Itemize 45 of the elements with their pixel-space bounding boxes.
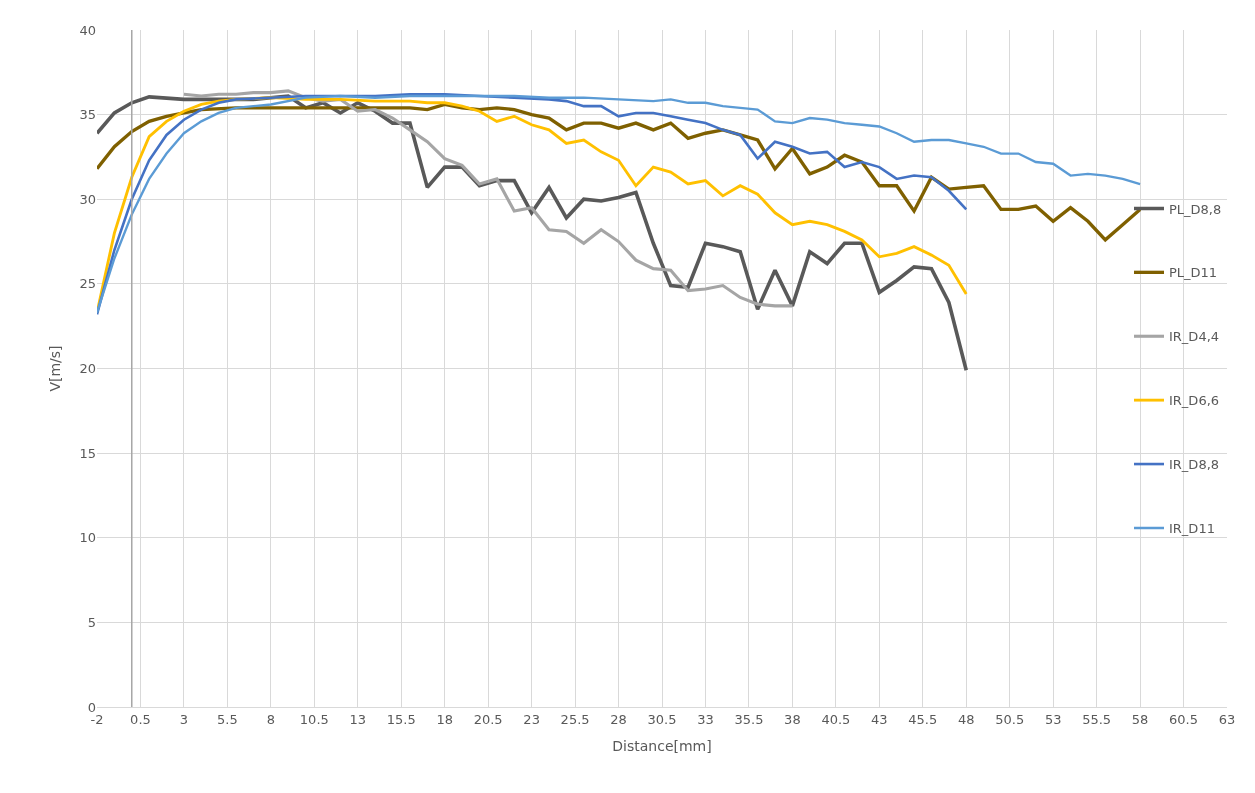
y-tick-label: 15 — [79, 445, 96, 461]
x-tick-label: 8 — [266, 711, 275, 727]
x-tick-label: 30.5 — [647, 711, 677, 727]
line-series — [182, 89, 794, 308]
x-tick-label: 63 — [1218, 711, 1236, 727]
x-tick-label: 15.5 — [386, 711, 416, 727]
x-tick-label: 58 — [1131, 711, 1149, 727]
x-tick-label: 5.5 — [217, 711, 238, 727]
legend-label: PL_D8,8 — [1169, 201, 1222, 217]
x-tick-label: 33 — [697, 711, 714, 727]
y-tick-label: 5 — [87, 614, 96, 630]
x-tick-label: 50.5 — [995, 711, 1025, 727]
x-tick-label: 55.5 — [1082, 711, 1112, 727]
x-tick-label: 40.5 — [821, 711, 851, 727]
x-tick-label: 28 — [610, 711, 627, 727]
y-axis-title: V[m/s] — [47, 345, 64, 392]
y-tick-label: 30 — [79, 191, 96, 207]
x-tick-label: 13 — [349, 711, 367, 727]
legend-label: IR_D11 — [1169, 521, 1215, 537]
x-tick-label: 25.5 — [560, 711, 590, 727]
y-tick-label: 25 — [79, 276, 96, 292]
x-tick-label: 20.5 — [473, 711, 503, 727]
x-tick-label: 60.5 — [1169, 711, 1199, 727]
x-tick-label: 23 — [523, 711, 540, 727]
line-series — [97, 94, 1142, 314]
legend-label: IR_D6,6 — [1169, 393, 1220, 409]
x-tick-label: 48 — [957, 711, 975, 727]
x-tick-label: 38 — [784, 711, 801, 727]
x-tick-label: 45.5 — [908, 711, 938, 727]
line-series — [97, 102, 1142, 242]
x-axis-title: Distance[mm] — [612, 737, 712, 754]
legend-label: PL_D11 — [1169, 265, 1218, 281]
y-tick-label: 40 — [79, 22, 96, 38]
x-tick-label: 10.5 — [299, 711, 329, 727]
x-tick-label: 53 — [1044, 711, 1062, 727]
x-tick-label: 43 — [871, 711, 888, 727]
y-tick-label: 35 — [79, 107, 96, 123]
legend-label: IR_D8,8 — [1169, 457, 1220, 473]
x-tick-label: 0.5 — [130, 711, 151, 727]
y-tick-label: 10 — [79, 530, 96, 546]
legend-label: IR_D4,4 — [1169, 329, 1220, 345]
y-tick-label: 20 — [79, 361, 96, 377]
x-tick-label: 3 — [179, 711, 189, 727]
x-tick-label: 35.5 — [734, 711, 764, 727]
x-tick-label: 18 — [436, 711, 453, 727]
